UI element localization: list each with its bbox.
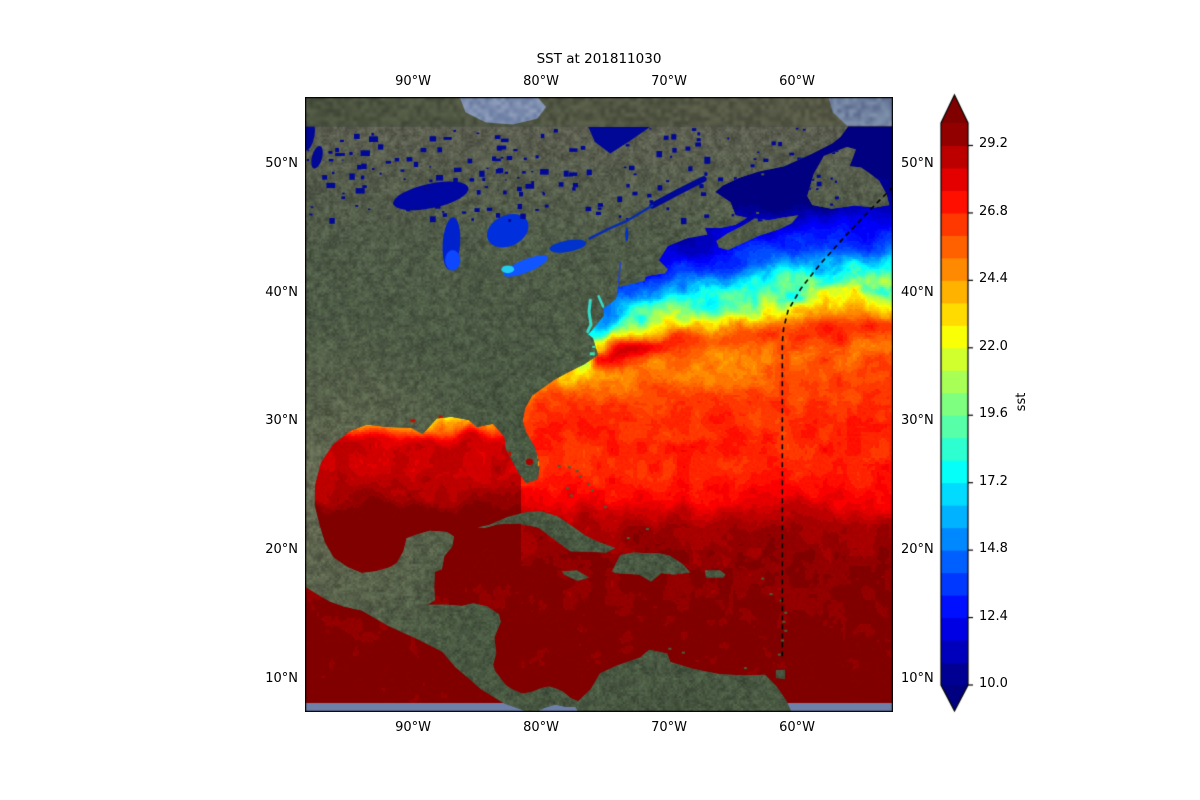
- sst-map-image: [305, 97, 893, 712]
- colorbar-tick-label: 26.8: [979, 203, 1008, 219]
- y-tick-label-left: 40°N: [265, 284, 298, 300]
- colorbar-tick-label: 22.0: [979, 338, 1008, 354]
- y-tick-label-right: 50°N: [901, 155, 934, 171]
- y-tick-label-left: 30°N: [265, 413, 298, 429]
- colorbar-tick-label: 29.2: [979, 136, 1008, 152]
- x-tick-label-bottom: 80°W: [523, 720, 559, 735]
- y-tick-label-left: 50°N: [265, 155, 298, 171]
- y-tick-label-right: 30°N: [901, 413, 934, 429]
- colorbar-tick-label: 12.4: [979, 608, 1008, 624]
- chart-title: SST at 201811030: [536, 51, 662, 67]
- x-tick-label-top: 90°W: [395, 74, 431, 89]
- colorbar-tick-label: 19.6: [979, 406, 1008, 422]
- x-tick-label-top: 60°W: [779, 74, 815, 89]
- y-tick-label-right: 20°N: [901, 542, 934, 558]
- colorbar: [936, 92, 984, 718]
- colorbar-tick-label: 17.2: [979, 473, 1008, 489]
- x-tick-label-bottom: 60°W: [779, 720, 815, 735]
- x-tick-label-bottom: 90°W: [395, 720, 431, 735]
- x-tick-label-bottom: 70°W: [651, 720, 687, 735]
- x-tick-label-top: 70°W: [651, 74, 687, 89]
- colorbar-tick-label: 10.0: [979, 676, 1008, 691]
- y-tick-label-right: 40°N: [901, 284, 934, 300]
- colorbar-label: sst: [1014, 392, 1029, 412]
- colorbar-tick-label: 24.4: [979, 271, 1008, 287]
- x-tick-label-top: 80°W: [523, 74, 559, 89]
- colorbar-tick-label: 14.8: [979, 541, 1008, 557]
- y-tick-label-left: 10°N: [265, 670, 298, 686]
- y-tick-label-left: 20°N: [265, 542, 298, 558]
- y-tick-label-right: 10°N: [901, 670, 934, 686]
